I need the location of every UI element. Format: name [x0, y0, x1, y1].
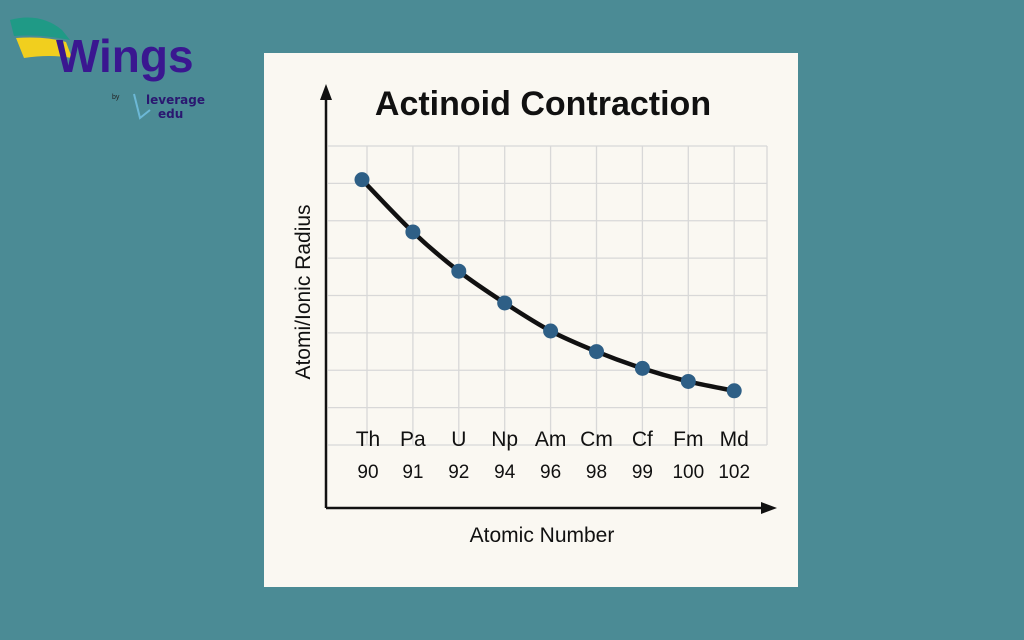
- atomic-number-label: 102: [718, 462, 750, 483]
- data-point-Md: [726, 383, 742, 399]
- element-symbol-label: Np: [491, 428, 518, 451]
- logo-partner-line1: leverage: [146, 93, 205, 107]
- y-axis-label: Atomi/Ionic Radius: [292, 204, 315, 379]
- atomic-number-label: 96: [540, 462, 561, 483]
- axes: [320, 84, 777, 514]
- element-symbol-label: Cf: [632, 428, 653, 451]
- data-point-Np: [497, 295, 513, 311]
- data-point-U: [451, 263, 467, 279]
- logo-wordmark: Wings: [56, 30, 194, 82]
- tick-labels: Th 90 Pa 91 U 92 Np 94 Am 96 Cm 98 Cf 99 Fm 100 Md 102: [356, 428, 750, 483]
- element-symbol-label: Md: [720, 428, 749, 451]
- element-symbol-label: Pa: [400, 428, 426, 451]
- atomic-number-label: 100: [672, 462, 704, 483]
- wings-logo: Wings by leverage edu: [10, 17, 205, 121]
- atomic-number-label: 98: [586, 462, 607, 483]
- data-point-Cf: [634, 360, 650, 376]
- series-line: [354, 172, 742, 399]
- x-axis-label: Atomic Number: [470, 524, 615, 547]
- atomic-number-label: 90: [357, 462, 378, 483]
- element-symbol-label: Fm: [673, 428, 703, 451]
- element-symbol-label: Am: [535, 428, 567, 451]
- data-point-Cm: [589, 344, 604, 360]
- element-symbol-label: Cm: [580, 428, 613, 451]
- data-point-Fm: [680, 373, 696, 389]
- logo-by: by: [112, 94, 120, 101]
- grid: [328, 145, 768, 446]
- atomic-number-label: 92: [448, 462, 469, 483]
- element-symbol-label: Th: [356, 428, 381, 451]
- atomic-number-label: 94: [494, 462, 516, 483]
- data-point-Th: [354, 172, 370, 188]
- atomic-number-label: 99: [632, 462, 653, 483]
- logo-partner-line2: edu: [158, 107, 183, 121]
- element-symbol-label: U: [451, 428, 466, 451]
- y-axis-arrow-icon: [320, 84, 332, 100]
- data-point-Am: [543, 323, 559, 339]
- x-axis-arrow-icon: [761, 502, 777, 514]
- data-point-Pa: [405, 224, 421, 240]
- atomic-number-label: 91: [402, 462, 423, 483]
- chart-title: Actinoid Contraction: [375, 85, 711, 123]
